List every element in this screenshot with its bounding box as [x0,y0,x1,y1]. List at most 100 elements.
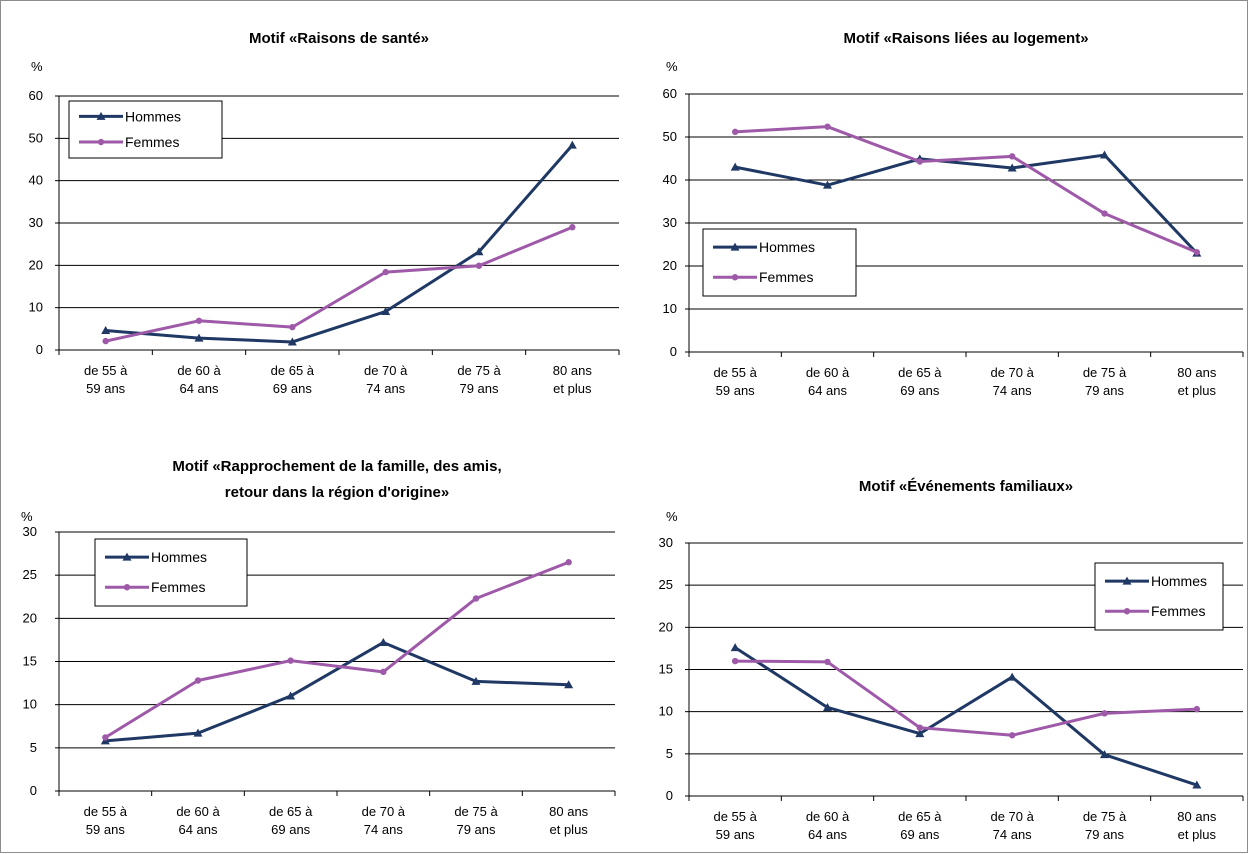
x-tick-label: de 55 à 59 ans [84,363,128,396]
chart-title: retour dans la région d'origine» [225,484,449,501]
data-point-femmes [731,657,739,665]
y-tick-label: 10 [23,697,37,712]
data-point-femmes [195,317,203,324]
data-point-femmes [102,337,109,345]
legend-marker-femmes [731,274,739,281]
x-tick-label: de 65 à 69 ans [898,365,942,398]
data-point-hommes [730,643,740,652]
legend-label-femmes: Femmes [151,579,205,595]
data-point-hommes [101,326,111,335]
y-tick-label: 50 [663,129,677,144]
data-point-hommes [474,247,484,256]
legend-marker-femmes [97,138,105,146]
legend-label-femmes: Femmes [125,134,179,150]
chart-title: Motif «Rapprochement de la famille, des … [172,458,501,475]
series-line-hommes [734,153,1198,255]
legend-label-femmes: Femmes [759,269,813,285]
x-tick-label: de 60 à 64 ans [806,809,850,842]
y-axis-unit: % [666,509,678,524]
data-point-femmes [1193,249,1201,256]
legend-label-hommes: Hommes [1151,573,1207,589]
data-point-femmes [569,224,576,231]
data-point-femmes [916,158,924,165]
legend-marker-hommes [1122,576,1132,585]
x-tick-label: de 60 à 64 ans [806,365,850,398]
data-point-hommes [567,140,577,149]
data-point-hommes [730,162,740,171]
chart-legend: Hommes Femmes [1094,562,1224,631]
data-point-hommes [381,306,391,315]
y-axis-unit: % [666,59,678,74]
data-point-femmes [1193,705,1201,713]
x-tick-label: de 60 à 64 ans [177,363,221,396]
data-point-hommes [1100,150,1109,159]
y-tick-label: 30 [663,215,677,230]
y-tick-label: 10 [29,300,43,315]
x-tick-label: de 55 à 59 ans [84,804,128,837]
x-tick-label: 80 ans et plus [549,804,589,837]
legend-box [702,228,857,297]
x-tick-label: de 60 à 64 ans [176,804,220,837]
data-point-femmes [289,323,296,331]
data-point-hommes [471,676,481,685]
series-line-femmes [104,560,570,739]
chart-title: Motif «Raisons liées au logement» [843,30,1088,47]
chart-title: Motif «Raisons de santé» [249,30,429,47]
y-tick-label: 50 [29,130,43,145]
legend-marker-hommes [96,111,106,120]
data-point-femmes [731,128,739,136]
series-line-hommes [734,646,1198,787]
data-point-hommes [1007,163,1017,172]
data-point-hommes [194,333,204,342]
data-point-hommes [286,691,296,700]
data-point-femmes [1101,710,1108,717]
legend-marker-femmes [1123,608,1131,615]
x-tick-label: de 75 à 79 ans [454,804,498,837]
x-tick-label: de 65 à 69 ans [271,363,315,396]
data-point-femmes [1008,153,1016,160]
x-tick-label: de 65 à 69 ans [898,809,942,842]
x-tick-label: de 75 à 79 ans [1083,365,1127,398]
data-point-femmes [102,734,109,741]
data-point-hommes [823,180,832,189]
data-point-femmes [382,268,389,276]
legend-box [68,100,223,159]
series-line-femmes [105,225,573,343]
data-point-hommes [1007,672,1017,681]
x-tick-label: de 70 à 74 ans [362,804,406,837]
data-point-femmes [824,123,831,130]
legend-label-hommes: Hommes [759,239,815,255]
x-tick-label: de 55 à 59 ans [713,365,757,398]
series-line-hommes [105,641,569,743]
x-tick-label: de 70 à 74 ans [990,809,1034,842]
chart-panel-1: Motif «Raisons de santé»% 0 10 20 30 40 50 60 de… [29,30,620,396]
chart-legend: Hommes Femmes [702,228,857,297]
legend-box [94,538,248,607]
y-tick-label: 30 [23,524,37,539]
legend-marker-femmes [123,584,131,591]
y-tick-label: 30 [29,215,43,230]
chart-panel-2: Motif «Raisons liées au logement»% 0 10 20 3… [663,30,1244,398]
y-tick-label: 0 [30,783,37,798]
data-point-femmes [475,262,483,269]
data-point-femmes [824,658,831,666]
y-tick-label: 5 [666,746,673,761]
y-tick-label: 60 [663,86,677,101]
data-point-femmes [472,595,480,602]
data-point-femmes [194,677,202,684]
y-tick-label: 25 [659,577,673,592]
data-point-hommes [1100,750,1109,759]
x-tick-label: 80 ans et plus [1177,365,1217,398]
x-tick-label: 80 ans et plus [1177,809,1217,842]
y-tick-label: 15 [23,654,37,669]
data-point-hommes [823,702,832,711]
y-tick-label: 10 [659,704,673,719]
y-tick-label: 25 [23,567,37,582]
y-tick-label: 0 [36,342,43,357]
data-point-hommes [287,337,297,346]
legend-marker-hommes [730,242,740,251]
series-line-femmes [735,125,1198,254]
y-axis-unit: % [31,59,43,74]
